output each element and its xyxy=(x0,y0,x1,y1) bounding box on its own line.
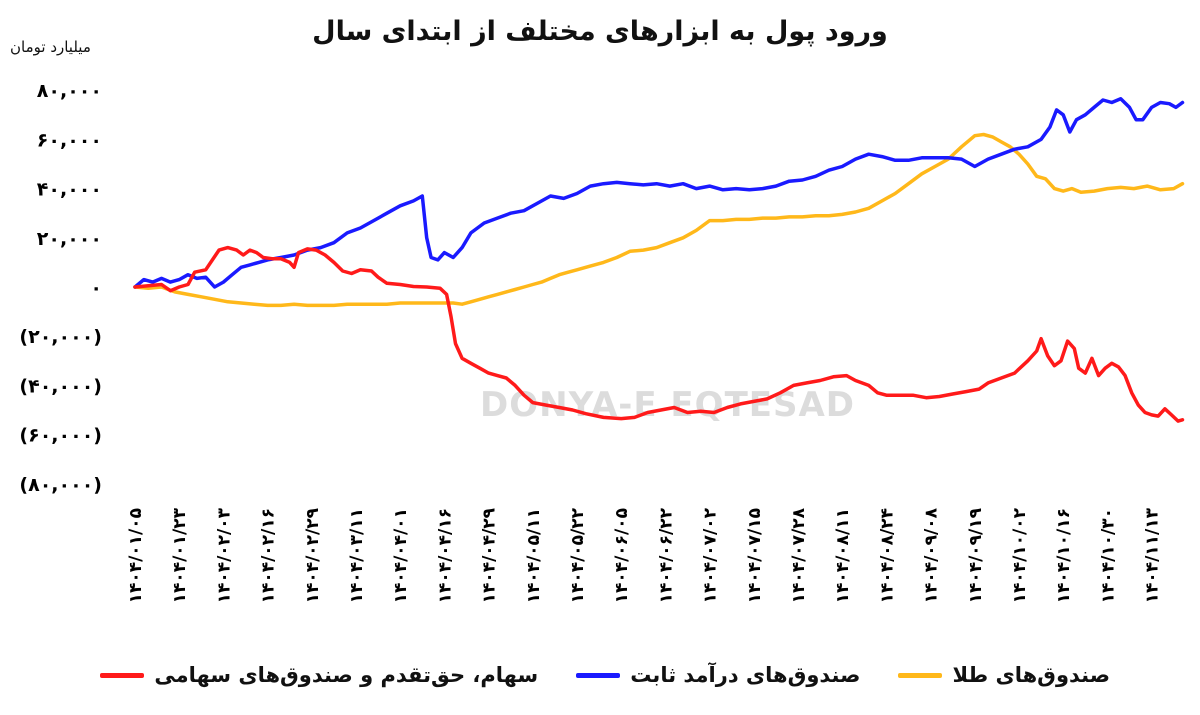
chart-title: ورود پول به ابزارهای مختلف از ابتدای سال xyxy=(312,16,888,47)
x-tick-label: ۱۴۰۴/۰۹/۰۸ xyxy=(922,507,942,603)
legend-item-fixed-income-funds: صندوق‌های درآمد ثابت xyxy=(576,663,860,687)
y-tick-label: ۲۰,۰۰۰ xyxy=(37,228,102,250)
legend-label-gold-funds: صندوق‌های طلا xyxy=(952,663,1110,687)
x-tick-label: ۱۴۰۴/۰۸/۲۴ xyxy=(877,508,897,603)
x-tick-label: ۱۴۰۴/۰۴/۲۹ xyxy=(480,507,500,603)
x-tick-label: ۱۴۰۴/۰۳/۱۱ xyxy=(347,508,367,603)
x-tick-label: ۱۴۰۴/۱۰/۱۶ xyxy=(1054,508,1074,603)
x-axis-ticks: ۱۴۰۴/۰۱/۰۵ ۱۴۰۴/۰۱/۲۳ ۱۴۰۴/۰۲/۰۳ ۱۴۰۴/۰۲/۱۶… xyxy=(126,507,1163,603)
x-tick-label: ۱۴۰۴/۰۹/۱۹ xyxy=(966,507,986,603)
legend-item-gold-funds: صندوق‌های طلا xyxy=(898,663,1110,687)
y-tick-label: (۸۰,۰۰۰) xyxy=(19,474,102,496)
series-lines xyxy=(133,97,1185,423)
x-tick-label: ۱۴۰۴/۰۶/۲۲ xyxy=(656,507,676,603)
x-tick-label: ۱۴۰۴/۰۵/۲۲ xyxy=(568,507,588,603)
x-tick-label: ۱۴۰۴/۰۷/۰۲ xyxy=(701,507,721,603)
legend-swatch-fixed-income-funds xyxy=(576,672,621,678)
y-tick-label: ۶۰,۰۰۰ xyxy=(37,129,102,151)
x-tick-label: ۱۴۰۴/۰۲/۱۶ xyxy=(259,508,279,603)
x-tick-label: ۱۴۰۴/۰۷/۱۵ xyxy=(745,508,765,603)
y-tick-label: (۴۰,۰۰۰) xyxy=(19,375,102,397)
y-tick-label: (۲۰,۰۰۰) xyxy=(19,326,102,348)
x-tick-label: ۱۴۰۴/۰۵/۱۱ xyxy=(524,508,544,603)
legend-label-equities: سهام، حق‌تقدم و صندوق‌های سهامی xyxy=(154,663,539,687)
x-tick-label: ۱۴۰۴/۰۶/۰۵ xyxy=(612,508,632,603)
x-tick-label: ۱۴۰۴/۱۱/۱۳ xyxy=(1143,507,1163,603)
x-tick-label: ۱۴۰۴/۰۷/۲۸ xyxy=(789,507,809,603)
x-tick-label: ۱۴۰۴/۰۴/۰۱ xyxy=(391,508,411,603)
x-tick-label: ۱۴۰۴/۱۰/۳۰ xyxy=(1098,508,1118,603)
y-axis-unit-label: میلیارد تومان xyxy=(10,38,91,56)
legend-swatch-gold-funds xyxy=(898,672,943,678)
x-tick-label: ۱۴۰۴/۰۲/۲۹ xyxy=(303,507,323,603)
y-tick-label: ۴۰,۰۰۰ xyxy=(37,179,102,201)
y-tick-label: ۰ xyxy=(90,277,102,299)
x-tick-label: ۱۴۰۴/۰۱/۲۳ xyxy=(170,507,190,603)
fixed-income-funds-line xyxy=(133,97,1185,289)
y-axis-ticks: ۸۰,۰۰۰ ۶۰,۰۰۰ ۴۰,۰۰۰ ۲۰,۰۰۰ ۰ (۲۰,۰۰۰) (۴۰,۰۰۰… xyxy=(19,80,102,496)
legend-swatch-equities xyxy=(100,672,145,678)
legend-label-fixed-income-funds: صندوق‌های درآمد ثابت xyxy=(630,663,861,687)
legend: صندوق‌های طلا صندوق‌های درآمد ثابت سهام،… xyxy=(100,655,1110,695)
x-tick-label: ۱۴۰۴/۰۴/۱۶ xyxy=(435,508,455,603)
legend-item-equities: سهام، حق‌تقدم و صندوق‌های سهامی xyxy=(100,663,538,687)
equities-line xyxy=(133,245,1185,423)
x-tick-label: ۱۴۰۴/۰۱/۰۵ xyxy=(126,508,146,603)
x-tick-label: ۱۴۰۴/۰۲/۰۳ xyxy=(214,507,234,603)
gold-funds-line xyxy=(133,132,1185,308)
y-tick-label: (۶۰,۰۰۰) xyxy=(19,425,102,447)
y-tick-label: ۸۰,۰۰۰ xyxy=(37,80,102,102)
x-tick-label: ۱۴۰۴/۱۰/۰۲ xyxy=(1010,507,1030,603)
x-tick-label: ۱۴۰۴/۰۸/۱۱ xyxy=(833,508,853,603)
